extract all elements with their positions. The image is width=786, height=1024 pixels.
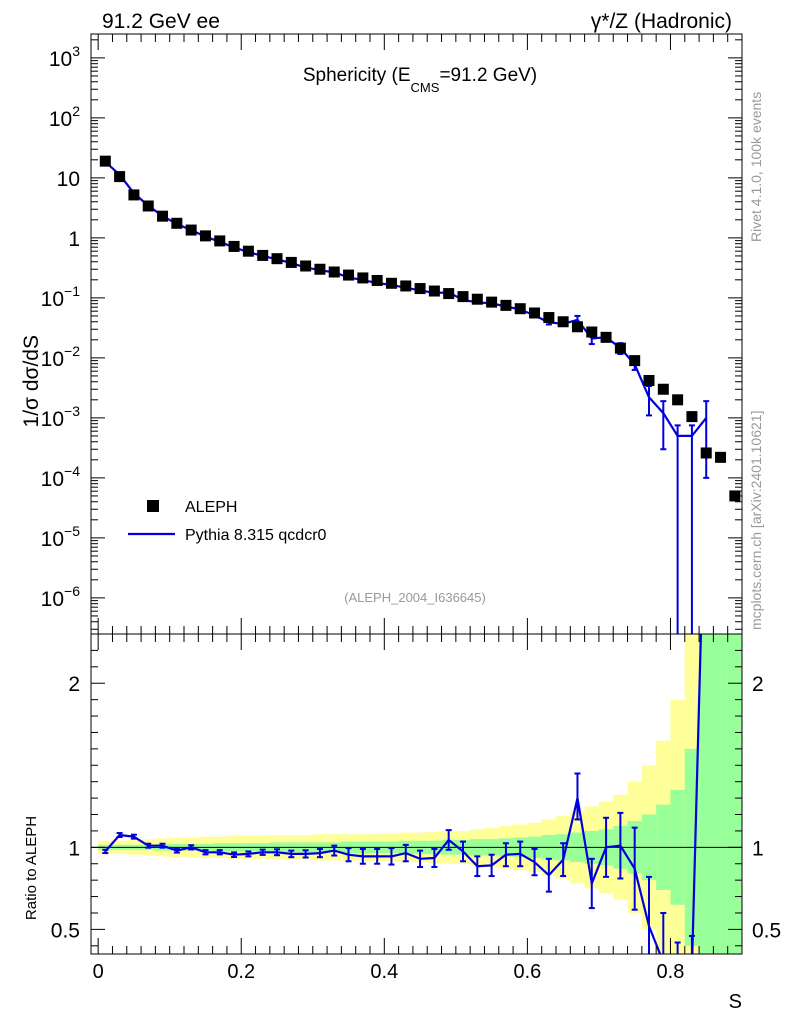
data-point: [700, 447, 712, 459]
ratio-y-axis-title: Ratio to ALEPH: [23, 816, 40, 920]
x-tick-label: 0.4: [370, 961, 398, 983]
rivet-version-label: Rivet 4.1.0, 100k events: [748, 92, 764, 242]
chart-title: Sphericity (ECMS=91.2 GeV): [303, 65, 537, 95]
legend: ALEPH Pythia 8.315 qcdcr0: [128, 499, 327, 544]
legend-label-mc: Pythia 8.315 qcdcr0: [185, 527, 327, 544]
data-point: [543, 312, 555, 324]
mc-line: [104, 160, 708, 437]
data-point: [99, 155, 111, 167]
y-axis-title: 1/σ dσ/dS: [20, 335, 43, 427]
data-point: [414, 283, 426, 295]
data-point: [629, 355, 641, 367]
data-point: [271, 253, 283, 265]
stat-band-bin: [727, 634, 742, 954]
data-point: [557, 316, 569, 328]
x-tick-label: 0.8: [657, 961, 685, 983]
data-point: [428, 285, 440, 297]
ratio-y-tick-label-right: 1: [752, 837, 764, 860]
x-tick-label: 0.2: [227, 961, 255, 983]
ratio-y-tick-label-right: 0.5: [752, 919, 781, 942]
y-tick-label: 10−2: [41, 343, 81, 371]
main-panel: Sphericity (ECMS=91.2 GeV) 1/σ dσ/dS (AL…: [20, 33, 743, 635]
mcplots-source-label: mcplots.cern.ch [arXiv:2401.10621]: [748, 411, 764, 630]
data-point: [300, 260, 312, 272]
x-tick-label: 0.6: [513, 961, 541, 983]
data-point: [457, 291, 469, 303]
y-tick-label: 10−4: [41, 463, 81, 491]
data-point: [600, 331, 612, 343]
data-point: [114, 171, 126, 183]
data-point: [157, 210, 169, 222]
data-point: [400, 280, 412, 292]
data-point: [643, 374, 655, 386]
x-axis-title: S: [729, 991, 742, 1013]
ratio-y-tick-label-left: 2: [68, 673, 80, 696]
data-point: [657, 383, 669, 395]
data-point: [500, 299, 512, 311]
data-point: [314, 263, 326, 275]
analysis-id-label: (ALEPH_2004_I636645): [344, 590, 486, 605]
data-point: [471, 293, 483, 305]
data-point: [285, 256, 297, 268]
data-point: [586, 326, 598, 338]
main-frame: [90, 33, 743, 635]
data-point: [328, 266, 340, 278]
y-tick-label: 10−1: [41, 283, 81, 311]
data-point: [514, 303, 526, 315]
ratio-panel: Ratio to ALEPH S 0.5 0.5 1 1 2 2 0 0.2 0.4 0.6 0.8: [23, 633, 781, 1013]
y-tick-label: 10: [57, 168, 80, 191]
data-point: [128, 189, 140, 201]
y-tick-label: 10−3: [41, 403, 81, 431]
data-point: [371, 274, 383, 286]
y-tick-label: 102: [49, 103, 80, 131]
energy-label: 91.2 GeV ee: [102, 10, 220, 33]
ratio-y-tick-label-left: 1: [68, 837, 80, 860]
data-point: [729, 490, 741, 502]
process-label: γ*/Z (Hadronic): [591, 10, 732, 33]
data-point: [715, 451, 727, 463]
data-point: [242, 245, 254, 257]
data-point: [486, 296, 498, 308]
data-point: [571, 321, 583, 333]
data-point: [443, 288, 455, 300]
data-point: [142, 200, 154, 212]
ratio-y-tick-label-right: 2: [752, 673, 764, 696]
stat-band-bin: [713, 634, 729, 954]
legend-label-data: ALEPH: [185, 499, 237, 516]
y-tick-label: 1: [68, 228, 80, 251]
data-point: [171, 217, 183, 229]
y-tick-label: 10−6: [41, 583, 81, 611]
data-point: [214, 235, 226, 247]
x-tick-label: 0: [93, 961, 104, 983]
stat-band-bin: [699, 634, 714, 954]
y-tick-label: 10−5: [41, 523, 81, 551]
data-point: [529, 307, 541, 319]
data-point: [343, 269, 355, 281]
y-tick-label: 103: [49, 43, 80, 71]
data-point: [257, 249, 269, 261]
data-point: [686, 411, 698, 423]
data-point: [385, 277, 397, 289]
legend-marker-data: [147, 500, 159, 512]
data-point: [672, 394, 684, 406]
data-point: [199, 230, 211, 242]
data-point: [614, 342, 626, 354]
ratio-frame: [90, 633, 743, 955]
data-point: [357, 272, 369, 284]
data-point: [228, 240, 240, 252]
data-point: [185, 224, 197, 236]
ratio-y-tick-label-left: 0.5: [51, 919, 80, 942]
